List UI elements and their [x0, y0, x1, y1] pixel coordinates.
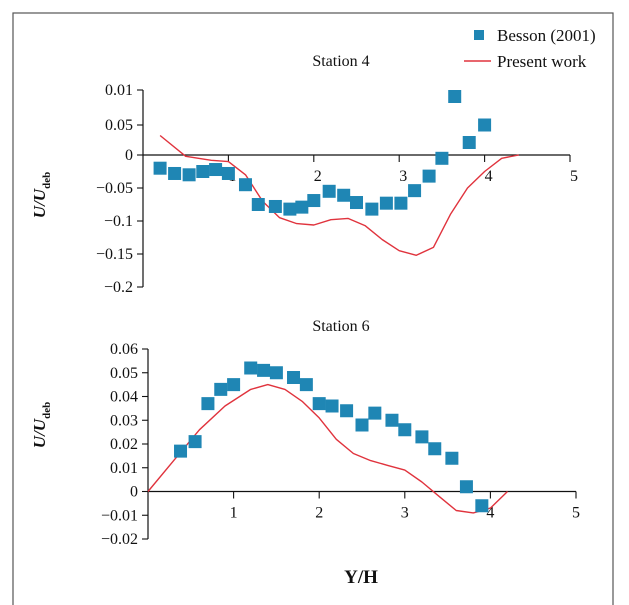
panel-station-6: 0.06 0.05 0.04 0.03 0.02 0.01 0 −0.01 −0.02 1 2 3 4 5 [101, 341, 580, 548]
y-tick-label: 0.01 [105, 82, 133, 99]
besson-data-point [312, 397, 326, 411]
besson-data-point [337, 188, 351, 202]
panel-2-title: Station 6 [312, 318, 369, 335]
x-tick-label: 4 [485, 168, 493, 185]
besson-data-point [445, 451, 459, 465]
present-work-line [147, 383, 508, 514]
besson-data-point [350, 196, 363, 210]
x-tick-label: 5 [572, 505, 580, 522]
legend-label-present: Present work [497, 52, 587, 71]
x-tick-label: 3 [399, 168, 407, 185]
y-tick-label: −0.1 [104, 213, 133, 230]
besson-data-point [268, 199, 282, 213]
x-tick-label: 3 [401, 505, 409, 522]
besson-data-point [227, 378, 241, 392]
besson-data-point [325, 399, 339, 413]
besson-data-point [475, 499, 489, 513]
besson-data-point [188, 435, 202, 449]
present-work-line [159, 134, 519, 257]
besson-data-point [153, 161, 167, 175]
y-tick-label: 0.01 [110, 460, 138, 477]
besson-data-point [221, 166, 235, 180]
panel-1-title: Station 4 [312, 53, 369, 70]
besson-data-point [448, 90, 462, 103]
x-tick-label: 4 [486, 505, 494, 522]
x-tick-label: 5 [570, 168, 578, 185]
y-tick-label: 0.06 [110, 341, 138, 358]
y-tick-label: 0.02 [110, 436, 138, 453]
legend-marker-besson [474, 30, 484, 40]
besson-data-point [428, 442, 442, 456]
besson-data-point [415, 430, 429, 444]
besson-data-point [238, 178, 252, 192]
besson-data-point [398, 423, 412, 437]
besson-data-point [322, 184, 336, 198]
y-tick-label: 0 [130, 484, 138, 501]
besson-data-point [462, 136, 476, 149]
legend-label-besson: Besson (2001) [497, 26, 596, 45]
y-tick-label: −0.2 [104, 279, 133, 296]
besson-data-point [214, 382, 228, 396]
besson-data-point [287, 371, 301, 384]
besson-data-point [209, 163, 223, 177]
y-tick-label: 0 [125, 147, 133, 164]
besson-data-point [408, 184, 422, 198]
besson-data-point [257, 363, 271, 377]
x-tick-label: 2 [314, 168, 322, 185]
y-tick-label: 0.03 [110, 412, 138, 429]
besson-data-point [422, 169, 436, 183]
besson-data-point [365, 202, 379, 216]
besson-data-point [385, 413, 399, 427]
besson-data-point [283, 202, 297, 216]
besson-data-point [182, 168, 196, 182]
besson-data-point [201, 397, 215, 411]
panel-1-ylabel: U/Udeb [30, 172, 53, 218]
y-tick-label: −0.01 [101, 507, 138, 524]
besson-data-point [174, 444, 188, 458]
besson-data-point [244, 361, 258, 375]
besson-data-point [251, 198, 265, 211]
besson-data-point [379, 196, 393, 210]
besson-data-point [435, 151, 449, 165]
panel-2-ylabel: U/Udeb [30, 402, 53, 448]
legend: Besson (2001) Present work [464, 26, 596, 71]
y-tick-label: −0.05 [96, 180, 133, 197]
besson-data-point [196, 165, 210, 178]
besson-data-point [368, 406, 382, 420]
x-tick-label: 1 [230, 505, 238, 522]
besson-data-point [394, 196, 408, 210]
besson-data-point [168, 166, 182, 180]
y-tick-label: 0.05 [105, 117, 133, 134]
besson-data-point [355, 418, 369, 432]
besson-data-point [295, 200, 309, 214]
x-tick-label: 2 [315, 505, 323, 522]
besson-data-point [299, 378, 313, 392]
besson-data-point [307, 194, 321, 208]
besson-data-point [478, 118, 492, 132]
besson-data-point [459, 480, 473, 494]
y-tick-label: 0.05 [110, 365, 138, 382]
y-tick-label: 0.04 [110, 389, 138, 406]
y-tick-label: −0.02 [101, 531, 138, 548]
besson-data-point [269, 366, 283, 380]
besson-data-point [340, 404, 354, 418]
figure-frame [12, 12, 614, 605]
y-tick-label: −0.15 [96, 246, 133, 263]
x-axis-title: Y/H [344, 567, 378, 588]
